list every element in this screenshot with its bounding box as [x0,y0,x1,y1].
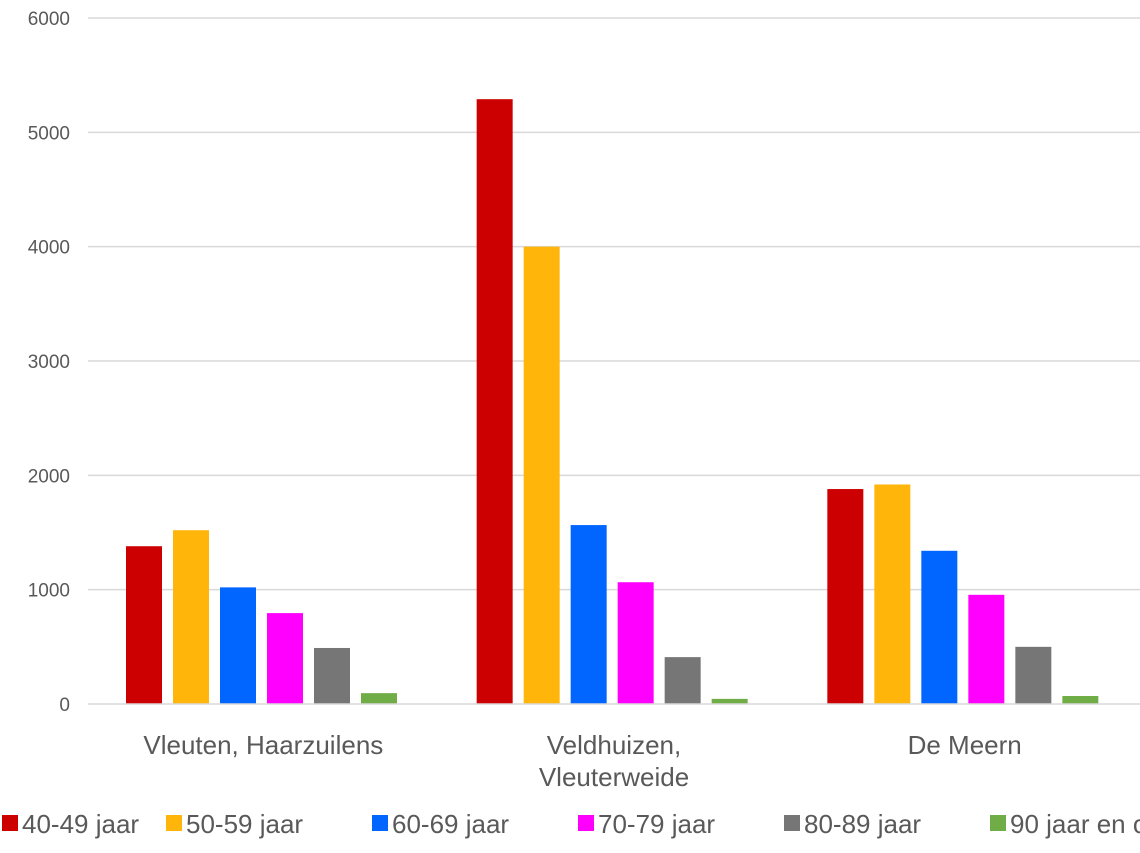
legend-swatch [2,815,18,831]
legend: 40-49 jaar 50-59 jaar 60-69 jaar 70-79 jaar… [2,809,1140,839]
bar [874,484,911,704]
bar [173,530,209,704]
bars [126,99,1099,705]
bar [664,657,701,704]
bar [523,246,560,704]
legend-swatch [166,815,182,831]
category-label-line: Vleuterweide [539,762,689,792]
legend-label: 60-69 jaar [392,809,509,839]
y-tick-label: 2000 [28,466,70,487]
legend-label: 50-59 jaar [186,809,303,839]
legend-swatch [784,815,800,831]
y-tick-label: 1000 [28,581,70,602]
bar [711,698,748,704]
gridlines [88,17,1140,591]
legend-label: 40-49 jaar [22,809,139,839]
category-label-line: Veldhuizen, [547,730,681,760]
legend-label: 90 jaar en ouder [1010,809,1140,839]
legend-swatch [372,815,388,831]
category-label: Veldhuizen, Vleuterweide [539,730,689,792]
bar [220,587,256,704]
category-label: Vleuten, Haarzuilens [143,730,383,760]
bar [267,613,303,704]
legend-label: 70-79 jaar [598,809,715,839]
bar [1062,695,1099,704]
bar [126,546,162,704]
category-labels: Vleuten, Haarzuilens Veldhuizen, Vleuterwe… [143,730,1021,792]
category-label: De Meern [908,730,1022,760]
y-axis-tick-labels: 0 1000 2000 3000 4000 5000 6000 [28,9,70,716]
category-label-line: De Meern [908,730,1022,760]
y-tick-label: 5000 [28,123,70,144]
bar [361,693,397,704]
bar [476,99,513,705]
legend-label: 80-89 jaar [804,809,921,839]
bar [968,594,1005,704]
legend-swatch [578,815,594,831]
y-tick-label: 3000 [28,352,70,373]
bar [827,489,864,704]
y-tick-label: 0 [59,695,70,716]
y-tick-label: 6000 [28,9,70,30]
bar [570,525,607,704]
y-tick-label: 4000 [28,238,70,259]
bar [1015,646,1052,704]
legend-swatch [990,815,1006,831]
category-label-line: Vleuten, Haarzuilens [143,730,383,760]
bar [617,582,654,704]
bar [921,550,958,704]
bar [314,647,350,704]
